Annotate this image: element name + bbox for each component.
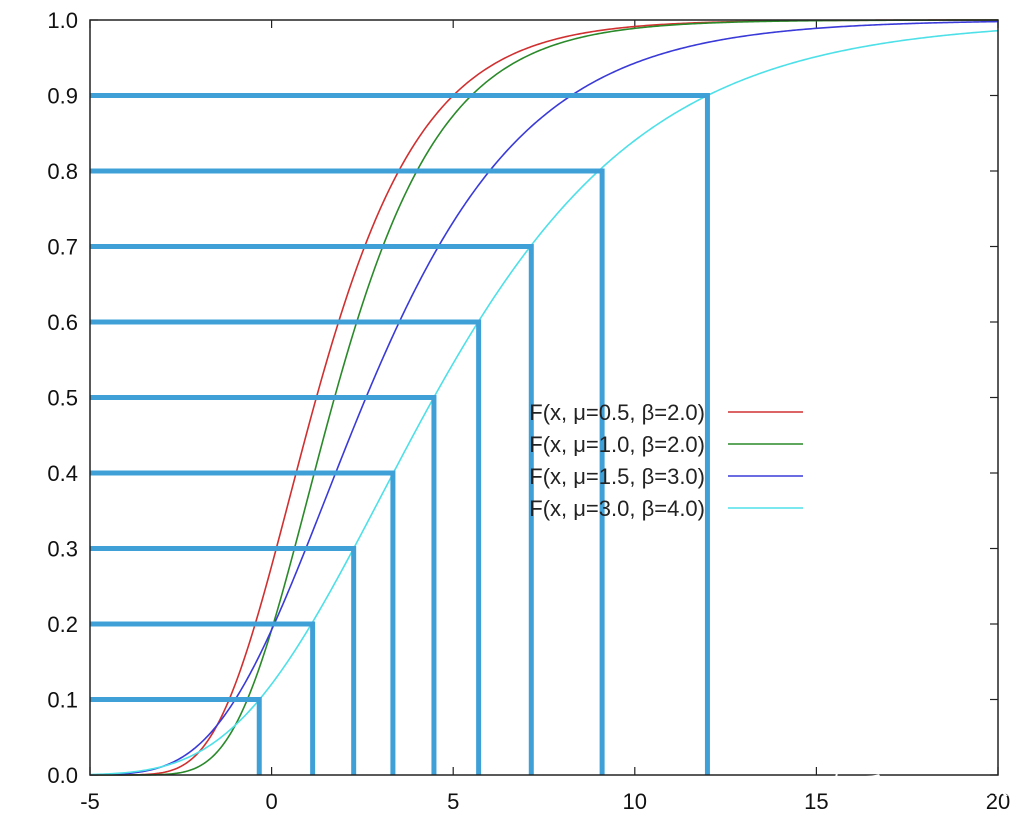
legend-label: F(x, μ=1.5, β=3.0) [529,464,705,489]
y-tick-label: 0.5 [47,386,78,411]
y-tick-label: 0.6 [47,310,78,335]
y-tick-label: 0.7 [47,235,78,260]
y-tick-label: 0.8 [47,159,78,184]
quantile-guide-0.7 [90,244,534,775]
legend-label: F(x, μ=0.5, β=2.0) [529,400,705,425]
plot-frame [89,19,999,776]
series-line-3 [89,20,999,776]
y-tick-label: 0.9 [47,84,78,109]
quantile-guide-0.9 [90,93,710,775]
quantile-guide-0.6 [90,319,482,775]
series-line-4 [89,29,999,776]
x-tick-label: -5 [80,789,100,814]
y-tick-label: 1.0 [47,8,78,33]
x-tick-label: 15 [804,789,828,814]
y-tick-label: 0.0 [47,763,78,788]
quantile-guide-0.4 [90,470,396,775]
legend: F(x, μ=0.5, β=2.0) F(x, μ=1.0, β=2.0) F(x,… [529,400,803,521]
y-tick-label: 0.1 [47,688,78,713]
axis-tick-labels: -5 0 5 10 15 20 0.0 0.1 0.2 0.3 0.4 0.5 0.6 0.7 0.8 0.9… [47,8,1010,814]
quantile-guide-0.3 [90,546,357,775]
y-tick-label: 0.2 [47,612,78,637]
legend-label: F(x, μ=1.0, β=2.0) [529,432,705,457]
y-tick-label: 0.3 [47,537,78,562]
x-tick-label: 10 [623,789,647,814]
x-tick-label: 20 [986,789,1010,814]
quantile-guide-0.8 [90,168,605,775]
quantile-guide-0.2 [90,621,316,775]
legend-label: F(x, μ=3.0, β=4.0) [529,496,705,521]
x-tick-label: 5 [447,789,459,814]
quantile-guides [90,93,710,775]
watermark: 知乎 @wwdok [832,773,1008,803]
quantile-guide-0.1 [90,697,262,775]
y-tick-label: 0.4 [47,461,78,486]
quantile-guide-0.5 [90,395,437,775]
x-tick-label: 0 [265,789,277,814]
